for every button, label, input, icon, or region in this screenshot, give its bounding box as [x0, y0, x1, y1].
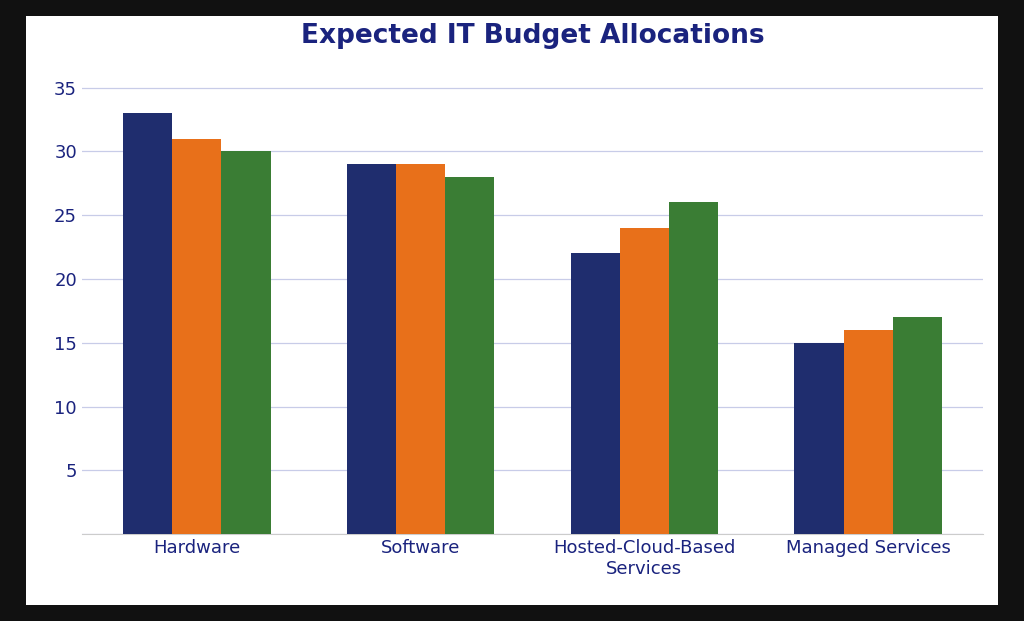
Bar	[172, 138, 221, 534]
Bar	[347, 164, 396, 534]
Bar	[570, 253, 620, 534]
Bar	[893, 317, 942, 534]
Title: Expected IT Budget Allocations: Expected IT Budget Allocations	[301, 22, 764, 48]
Bar	[445, 177, 495, 534]
Bar	[620, 228, 669, 534]
Bar	[844, 330, 893, 534]
Bar	[795, 343, 844, 534]
Bar	[669, 202, 718, 534]
Bar	[396, 164, 445, 534]
Bar	[221, 152, 270, 534]
Bar	[123, 113, 172, 534]
